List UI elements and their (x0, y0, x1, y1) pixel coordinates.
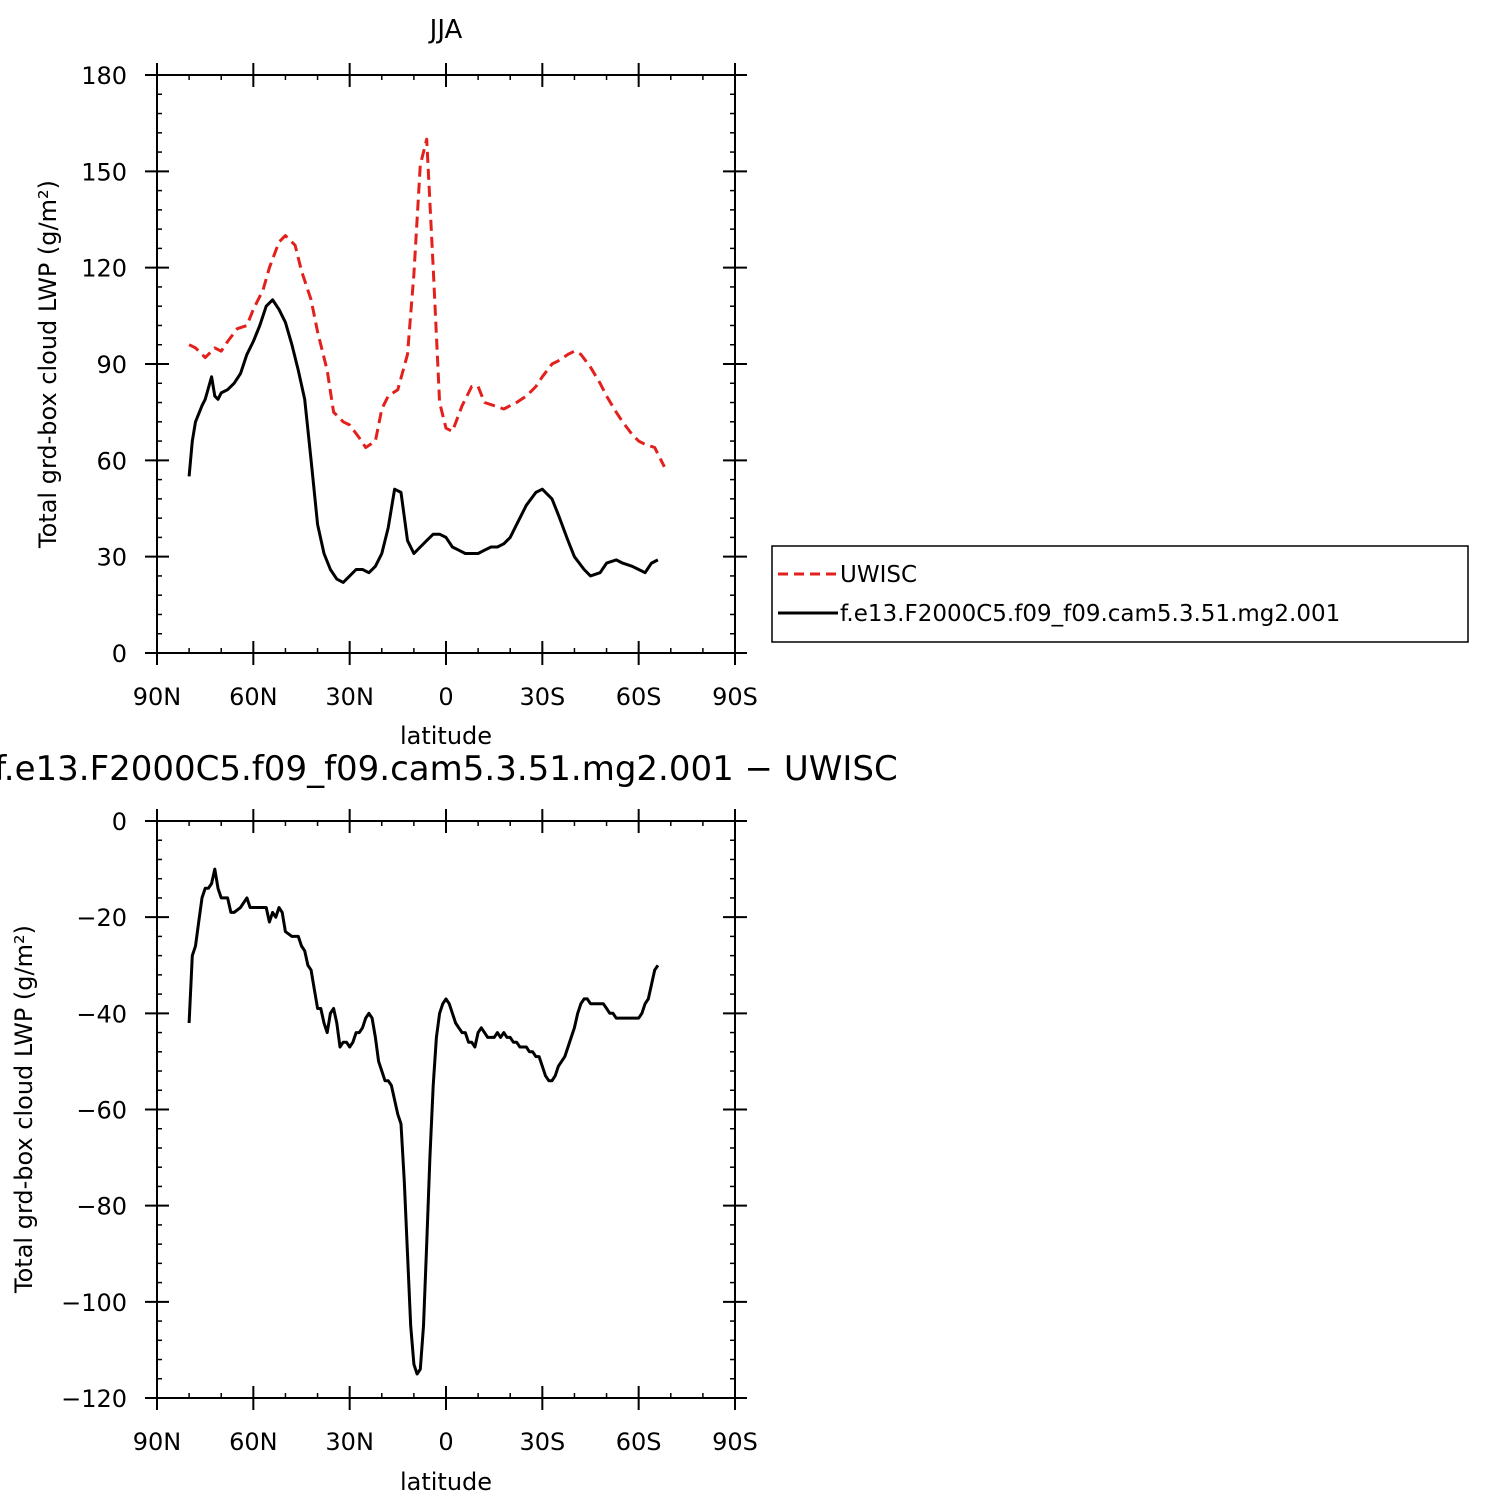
top-chart-frame (156, 74, 736, 654)
top-chart-ticks: 90N 60N 30N 0 30S 60S 90S 0 30 60 90 120 150 180 (81, 62, 758, 711)
top-chart-series (187, 137, 666, 584)
bottom-x-tick-label: 60N (229, 1428, 278, 1456)
top-x-tick-label: 30N (325, 683, 374, 711)
bottom-chart-ylabel: Total grd-box cloud LWP (g/m²) (10, 925, 38, 1294)
bottom-chart-title: f.e13.F2000C5.f09_f09.cam5.3.51.mg2.001 … (0, 749, 898, 789)
top-y-tick-label: 150 (81, 158, 127, 186)
top-y-tick-label: 30 (96, 544, 127, 572)
legend-box (771, 545, 1469, 643)
bottom-chart-xlabel: latitude (400, 1468, 492, 1496)
top-series-line-0 (188, 137, 666, 468)
top-x-tick-label: 90N (133, 683, 182, 711)
legend-label-uwisc: UWISC (840, 562, 917, 588)
bottom-y-tick-label: −60 (76, 1097, 127, 1125)
top-y-tick-label: 60 (96, 447, 127, 475)
bottom-series-line-0 (187, 867, 660, 1376)
top-chart: JJA 90N 60N 30N 0 30S 60S 90S0306090120150180 … (34, 15, 758, 750)
bottom-y-tick-label: −100 (61, 1289, 127, 1317)
top-x-tick-label: 60N (229, 683, 278, 711)
top-chart-ylabel: Total grd-box cloud LWP (g/m²) (34, 180, 62, 549)
bottom-chart-series (187, 867, 660, 1376)
bottom-chart-ticks: 90N 60N 30N 0 30S 60S 90S 0 −20 −40 −60 −80 −100 −120 (61, 808, 758, 1456)
top-y-tick-label: 180 (81, 62, 127, 90)
bottom-y-tick-label: −80 (76, 1193, 127, 1221)
top-series-line-1 (187, 298, 659, 584)
legend: UWISC f.e13.F2000C5.f09_f09.cam5.3.51.mg… (771, 545, 1469, 643)
bottom-y-tick-label: −40 (76, 1000, 127, 1028)
top-chart-title: JJA (428, 15, 463, 45)
bottom-x-tick-label: 30S (519, 1428, 565, 1456)
bottom-x-tick-label: 60S (616, 1428, 662, 1456)
top-y-tick-label: 120 (81, 255, 127, 283)
top-y-tick-label: 0 (112, 640, 127, 668)
bottom-chart: f.e13.F2000C5.f09_f09.cam5.3.51.mg2.001 … (0, 749, 898, 1496)
bottom-chart-frame (156, 820, 736, 1399)
bottom-y-tick-label: −120 (61, 1385, 127, 1413)
top-x-tick-label: 60S (616, 683, 662, 711)
bottom-y-tick-label: 0 (112, 808, 127, 836)
bottom-x-tick-label: 0 (438, 1428, 453, 1456)
top-y-tick-label: 90 (96, 351, 127, 379)
legend-label-model: f.e13.F2000C5.f09_f09.cam5.3.51.mg2.001 (840, 601, 1340, 627)
top-chart-xlabel: latitude (400, 722, 492, 750)
top-x-tick-label: 90S (712, 683, 758, 711)
bottom-x-tick-label: 90N (133, 1428, 182, 1456)
top-x-tick-label: 30S (519, 683, 565, 711)
bottom-y-tick-label: −20 (76, 904, 127, 932)
top-x-tick-label: 0 (438, 683, 453, 711)
bottom-x-tick-label: 30N (325, 1428, 374, 1456)
bottom-x-tick-label: 90S (712, 1428, 758, 1456)
